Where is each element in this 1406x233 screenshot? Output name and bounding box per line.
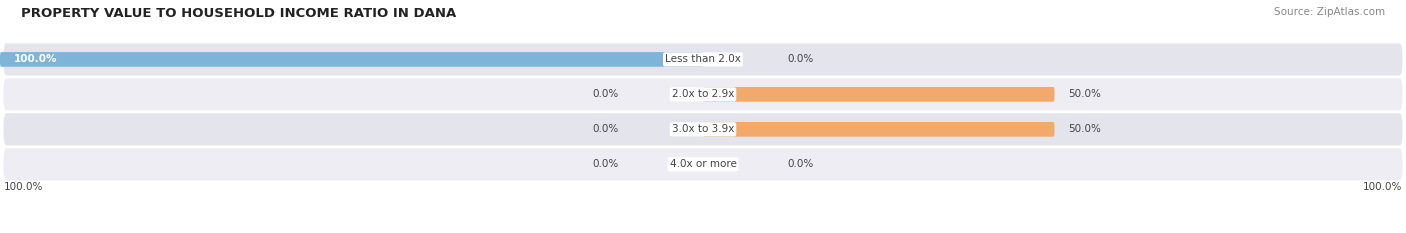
Text: 2.0x to 2.9x: 2.0x to 2.9x xyxy=(672,89,734,99)
FancyBboxPatch shape xyxy=(3,78,1403,110)
Text: 0.0%: 0.0% xyxy=(592,89,619,99)
FancyBboxPatch shape xyxy=(703,122,1054,137)
FancyBboxPatch shape xyxy=(3,43,1403,75)
Text: 50.0%: 50.0% xyxy=(1069,89,1101,99)
FancyBboxPatch shape xyxy=(703,87,1054,102)
Text: 100.0%: 100.0% xyxy=(3,182,44,192)
Text: 0.0%: 0.0% xyxy=(592,124,619,134)
FancyBboxPatch shape xyxy=(3,148,1403,180)
Text: 100.0%: 100.0% xyxy=(1362,182,1403,192)
Text: 0.0%: 0.0% xyxy=(787,55,814,64)
Text: 0.0%: 0.0% xyxy=(592,159,619,169)
Text: 0.0%: 0.0% xyxy=(787,159,814,169)
Text: 4.0x or more: 4.0x or more xyxy=(669,159,737,169)
FancyBboxPatch shape xyxy=(0,52,703,67)
Text: 3.0x to 3.9x: 3.0x to 3.9x xyxy=(672,124,734,134)
Text: 50.0%: 50.0% xyxy=(1069,124,1101,134)
FancyBboxPatch shape xyxy=(3,113,1403,145)
Text: Source: ZipAtlas.com: Source: ZipAtlas.com xyxy=(1274,7,1385,17)
Text: 100.0%: 100.0% xyxy=(14,55,58,64)
Text: PROPERTY VALUE TO HOUSEHOLD INCOME RATIO IN DANA: PROPERTY VALUE TO HOUSEHOLD INCOME RATIO… xyxy=(21,7,457,20)
Text: Less than 2.0x: Less than 2.0x xyxy=(665,55,741,64)
